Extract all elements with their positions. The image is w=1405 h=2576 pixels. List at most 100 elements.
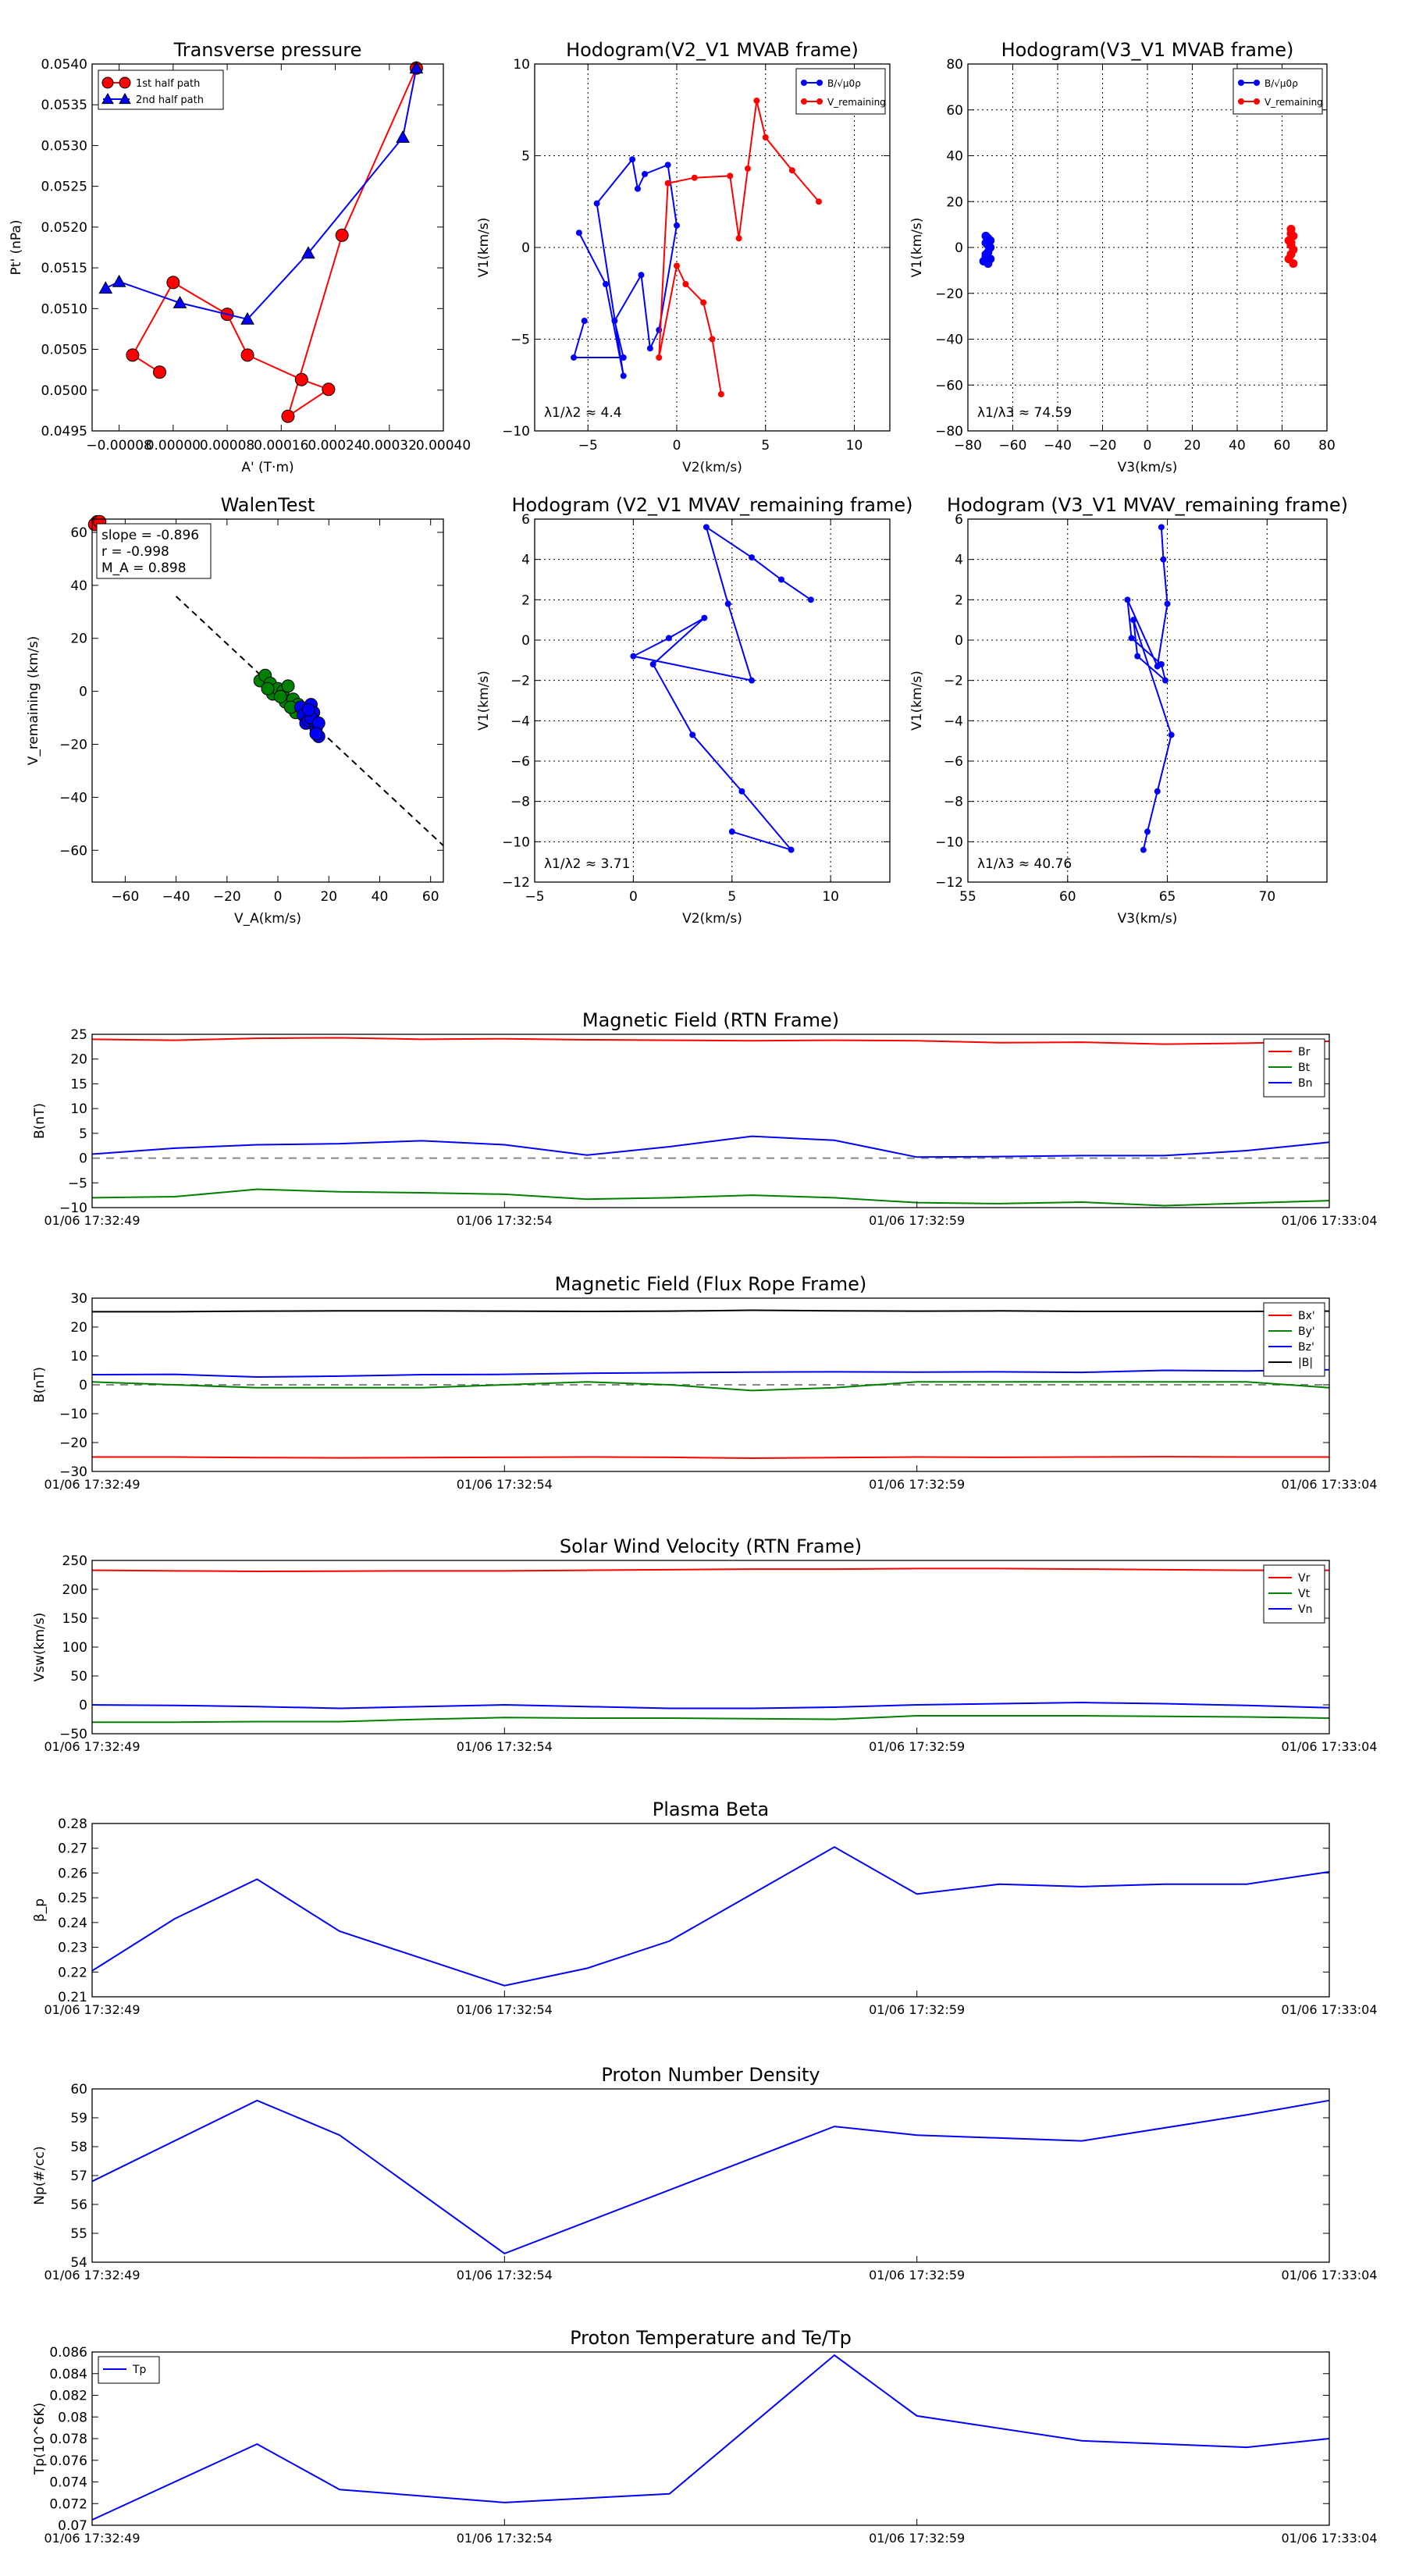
y-tick-label: 0.0495	[41, 424, 87, 439]
y-tick-label: 15	[70, 1076, 87, 1092]
legend-label: V_remaining	[1264, 97, 1323, 108]
x-axis-label: V2(km/s)	[682, 911, 742, 927]
y-tick-label: 0.076	[49, 2453, 87, 2469]
y-tick-label: −40	[935, 333, 963, 348]
y-tick-label: 0.074	[49, 2475, 87, 2491]
data-point	[1168, 731, 1175, 738]
series-line	[91, 1135, 1330, 1158]
y-tick-label: 55	[70, 2226, 87, 2242]
x-tick-label: 0	[1144, 438, 1152, 454]
y-tick-label: −20	[935, 286, 963, 302]
legend-label: V_remaining	[827, 97, 886, 108]
data-point	[1124, 596, 1131, 603]
series-line	[1126, 527, 1172, 850]
chart-h3: Hodogram (V2_V1 MVAV_remaining frame) −12…	[476, 494, 913, 927]
x-tick-label: −0.00008	[86, 438, 152, 454]
y-tick-label: −4	[510, 713, 530, 729]
y-tick-label: 10	[513, 57, 530, 73]
plot-frame	[534, 518, 891, 883]
x-tick-label: 01/06 17:33:04	[1281, 1213, 1377, 1228]
data-point	[240, 311, 254, 325]
x-tick-label: 01/06 17:33:04	[1281, 2268, 1377, 2282]
y-tick-label: 2	[521, 592, 530, 608]
data-point	[611, 318, 618, 324]
y-tick-label: 0.21	[58, 1990, 87, 2005]
chart-title: Magnetic Field (Flux Rope Frame)	[555, 1273, 866, 1295]
legend-label: Bz'	[1298, 1341, 1314, 1354]
data-point	[816, 98, 823, 105]
y-tick-label: 56	[70, 2197, 87, 2213]
y-tick-label: 59	[70, 2111, 87, 2126]
legend-label: 1st half path	[136, 78, 200, 90]
y-axis-label: β_p	[32, 1898, 48, 1922]
chart-title: Solar Wind Velocity (RTN Frame)	[560, 1535, 862, 1557]
y-tick-label: −5	[68, 1176, 87, 1191]
data-point	[1164, 600, 1171, 607]
y-tick-label: 0	[521, 240, 530, 256]
y-tick-label: −20	[59, 1436, 87, 1451]
data-point	[816, 198, 822, 205]
x-tick-label: 01/06 17:32:59	[869, 2531, 965, 2546]
plot-frame	[91, 1823, 1330, 1998]
chart-title: Plasma Beta	[653, 1799, 769, 1820]
x-tick-label: −40	[1044, 438, 1072, 454]
legend-label: Br	[1298, 1046, 1311, 1059]
x-tick-label: 5	[761, 438, 770, 454]
y-tick-label: 4	[521, 553, 530, 568]
data-point	[261, 681, 275, 696]
data-point	[762, 134, 769, 141]
x-tick-label: 0.00016	[254, 438, 308, 454]
chart-title: Hodogram(V3_V1 MVAB frame)	[1001, 39, 1294, 61]
data-point	[727, 173, 734, 180]
y-axis-label: B(nT)	[32, 1367, 48, 1403]
data-point	[777, 576, 784, 583]
x-tick-label: 0.00032	[362, 438, 417, 454]
series-line	[91, 1188, 1330, 1207]
data-point	[620, 354, 627, 361]
legend-label: Bx'	[1298, 1310, 1315, 1322]
x-tick-label: 0.00000	[146, 438, 201, 454]
data-point	[119, 92, 131, 105]
x-tick-label: −80	[954, 438, 982, 454]
data-point	[571, 354, 578, 361]
data-point	[335, 228, 349, 242]
y-tick-label: 0.25	[58, 1891, 87, 1906]
y-axis-label: V1(km/s)	[909, 218, 925, 278]
series-line	[131, 67, 418, 418]
series-line	[91, 2099, 1330, 2255]
y-tick-label: −6	[944, 754, 963, 770]
data-point	[273, 689, 287, 703]
x-tick-label: −20	[1089, 438, 1117, 454]
y-tick-label: 0	[79, 1698, 87, 1713]
plot-frame	[91, 2088, 1330, 2263]
data-point	[1254, 80, 1260, 86]
x-tick-label: 01/06 17:32:59	[869, 1739, 965, 1754]
y-tick-label: 10	[70, 1349, 87, 1364]
y-tick-label: 0.082	[49, 2389, 87, 2404]
data-point	[409, 61, 424, 74]
chart-beta: Plasma Beta 0.21 0.22 0.23 0.24 0.25 0.26 0.27 0…	[32, 1799, 1378, 2017]
data-point	[986, 254, 995, 264]
y-tick-label: −12	[935, 875, 963, 891]
legend	[98, 69, 224, 110]
y-tick-label: 30	[70, 1291, 87, 1307]
data-point	[753, 98, 760, 104]
legend-label: Bt	[1298, 1062, 1311, 1074]
y-tick-label: 0.26	[58, 1866, 87, 1881]
data-point	[749, 677, 756, 684]
x-tick-label: 01/06 17:32:49	[44, 2268, 140, 2282]
data-point	[664, 162, 671, 169]
y-tick-label: −4	[944, 713, 963, 729]
x-tick-label: 01/06 17:32:49	[44, 2531, 140, 2546]
x-tick-label: 60	[1059, 889, 1076, 905]
chart-title: Proton Number Density	[601, 2064, 820, 2086]
data-point	[638, 272, 645, 279]
y-tick-label: 20	[70, 1320, 87, 1336]
data-point	[1128, 635, 1135, 642]
data-point	[664, 180, 671, 187]
data-point	[396, 130, 410, 143]
x-tick-label: 01/06 17:33:04	[1281, 1739, 1377, 1754]
data-point	[301, 703, 315, 717]
data-point	[603, 281, 609, 287]
y-tick-label: 20	[70, 632, 87, 647]
